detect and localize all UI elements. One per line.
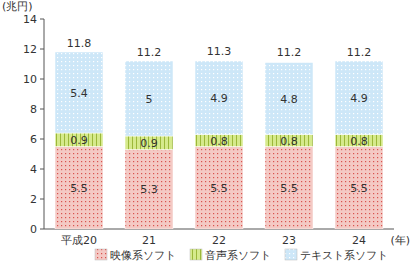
- y-tick-label: 4: [30, 163, 37, 176]
- data-label: 5.5: [280, 182, 298, 195]
- y-tick: [40, 79, 44, 80]
- data-label: 0.8: [350, 135, 368, 148]
- bar-segment: [195, 147, 243, 230]
- x-tick-label: 23: [282, 234, 296, 247]
- y-axis: [44, 19, 45, 229]
- data-label: 0.8: [280, 135, 298, 148]
- y-tick-label: 2: [30, 193, 37, 206]
- bar-segment: [335, 147, 383, 230]
- data-label: 0.9: [140, 137, 158, 150]
- bar-segment: [55, 133, 103, 147]
- data-label: 4.9: [350, 92, 368, 105]
- data-label: 5.5: [350, 182, 368, 195]
- bar-segment: [125, 136, 173, 150]
- x-axis-label: (年): [390, 234, 410, 247]
- data-label: 5.4: [70, 87, 88, 100]
- total-label: 11.8: [67, 37, 92, 50]
- legend-label: 映像系ソフト: [110, 249, 176, 262]
- data-label: 0.8: [210, 135, 228, 148]
- total-label: 11.2: [277, 46, 302, 59]
- bars: [55, 52, 383, 229]
- legend-label: 音声系ソフト: [205, 249, 271, 262]
- bar-segment: [265, 147, 313, 230]
- data-label: 4.9: [210, 92, 228, 105]
- bar-segment: [335, 61, 383, 135]
- chart: 02468101214(兆円)5.50.95.411.85.30.9511.25…: [0, 0, 412, 275]
- y-tick-label: 14: [23, 13, 37, 26]
- y-tick-label: 6: [30, 133, 37, 146]
- y-tick: [40, 19, 44, 20]
- y-axis-label: (兆円): [2, 0, 33, 13]
- bar-segment: [195, 61, 243, 135]
- total-label: 11.3: [207, 45, 232, 58]
- y-tick-label: 12: [23, 43, 37, 56]
- bar-segment: [195, 135, 243, 147]
- total-label: 11.2: [137, 46, 162, 59]
- y-tick-label: 8: [30, 103, 37, 116]
- x-tick-label: 22: [212, 234, 226, 247]
- y-tick: [40, 139, 44, 140]
- data-label: 5.5: [70, 182, 88, 195]
- y-tick: [40, 49, 44, 50]
- bar-segment: [265, 63, 313, 135]
- bar-segment: [55, 147, 103, 230]
- legend-swatch: [190, 249, 202, 260]
- y-tick-label: 0: [30, 223, 37, 236]
- y-tick: [40, 229, 44, 230]
- bar-segment: [125, 150, 173, 230]
- x-tick-label: 平成20: [61, 234, 97, 247]
- total-label: 11.2: [347, 46, 372, 59]
- legend-swatch: [285, 249, 297, 260]
- y-tick: [40, 199, 44, 200]
- data-label: 5: [146, 93, 153, 106]
- legend-swatch: [95, 249, 107, 260]
- bar-segment: [335, 135, 383, 147]
- bar-segment: [125, 61, 173, 136]
- data-label: 5.3: [140, 183, 158, 196]
- y-tick: [40, 169, 44, 170]
- bar-segment: [55, 52, 103, 133]
- legend-label: テキスト系ソフト: [300, 249, 388, 262]
- data-labels: 5.5 0.9 5.4 11.8 5.3 0.9 5 11.2 5.5 0.8 4.9 11.3 5.5…: [67, 37, 372, 196]
- y-tick: [40, 109, 44, 110]
- legend: 映像系ソフト 音声系ソフト テキスト系ソフト: [95, 249, 388, 262]
- bar-segment: [265, 135, 313, 147]
- y-tick-label: 10: [23, 73, 37, 86]
- x-tick-label: 24: [352, 234, 366, 247]
- data-label: 4.8: [280, 93, 298, 106]
- data-label: 0.9: [70, 134, 88, 147]
- data-label: 5.5: [210, 182, 228, 195]
- x-tick-label: 21: [142, 234, 156, 247]
